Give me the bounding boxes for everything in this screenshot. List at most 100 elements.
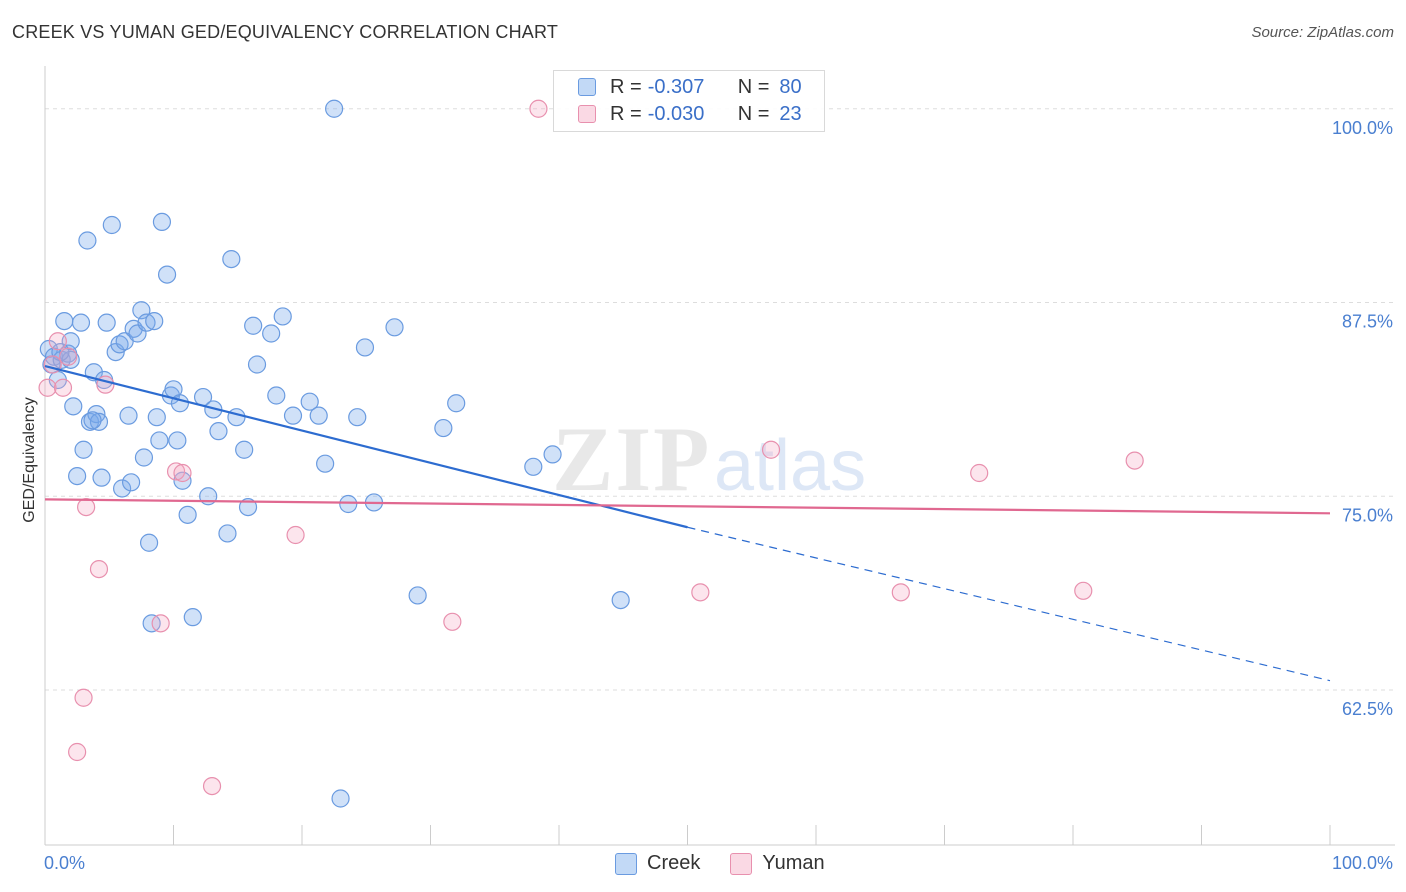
r-label: R =	[610, 75, 642, 98]
creek-point	[89, 412, 109, 431]
n-label: N =	[737, 102, 770, 125]
creek-point	[147, 408, 166, 427]
creek-point	[145, 312, 164, 331]
creek-swatch	[578, 78, 596, 96]
creek-point	[178, 505, 197, 524]
watermark-zip: ZIP	[552, 408, 711, 510]
chart-title: CREEK VS YUMAN GED/EQUIVALENCY CORRELATI…	[12, 22, 559, 42]
yuman-point	[202, 776, 222, 796]
axis-layer	[44, 66, 1395, 846]
y-tick-label: 75.0%	[1342, 505, 1393, 525]
creek-point	[102, 215, 121, 235]
source-label: Source: ZipAtlas.com	[1251, 24, 1394, 41]
creek-point	[238, 498, 258, 517]
creek-point	[209, 422, 228, 441]
creek-point	[339, 494, 358, 514]
creek-point	[71, 313, 91, 332]
yuman-trend-line	[44, 498, 1331, 515]
creek-point	[150, 431, 169, 450]
stats-legend: R = -0.307 N = 80 R = -0.030 N = 23	[553, 70, 825, 132]
creek-point	[247, 355, 267, 374]
yuman-point	[761, 440, 781, 459]
n-value: 23	[779, 102, 802, 125]
creek-point	[325, 99, 344, 118]
creek-point	[355, 338, 375, 357]
creek-trend-line	[44, 364, 688, 529]
n-label: N =	[737, 75, 770, 98]
creek-point	[157, 265, 177, 284]
creek-point	[64, 397, 83, 416]
x-tick-label: 100.0%	[1332, 853, 1393, 873]
yuman-point	[286, 525, 305, 545]
creek-point	[524, 457, 543, 476]
n-value: 80	[779, 75, 802, 98]
tick-labels: 62.5% 75.0% 87.5% 100.0% 0.0% 100.0%	[44, 118, 1393, 873]
creek-point	[408, 586, 427, 605]
creek-point	[68, 467, 87, 486]
yuman-point	[166, 462, 186, 481]
yuman-point	[151, 614, 170, 633]
yuman-point	[53, 378, 73, 397]
creek-point	[227, 408, 246, 427]
creek-point	[273, 307, 292, 326]
yuman-point	[48, 332, 67, 351]
yuman-point	[89, 559, 109, 579]
yuman-point	[38, 378, 57, 397]
legend-row-creek: R = -0.307 N = 80	[578, 75, 802, 99]
grid-layer	[45, 108, 1395, 691]
y-tick-label: 87.5%	[1342, 312, 1393, 332]
creek-point	[235, 440, 254, 459]
creek-point	[300, 392, 319, 411]
creek-point	[121, 473, 141, 492]
series-legend: Creek Yuman	[615, 852, 855, 875]
yuman-point	[1074, 581, 1093, 600]
creek-point	[434, 418, 453, 438]
creek-point	[222, 250, 241, 269]
creek-point	[168, 431, 187, 450]
legend-row-yuman: R = -0.030 N = 23	[578, 102, 802, 126]
yuman-point	[443, 612, 462, 631]
y-tick-label: 100.0%	[1332, 118, 1393, 138]
creek-point	[244, 316, 263, 335]
yuman-swatch	[578, 105, 596, 123]
creek-point	[331, 789, 350, 808]
creek-point	[55, 312, 74, 331]
yuman-point	[1125, 451, 1144, 470]
yuman-point	[891, 583, 910, 602]
creek-point	[183, 608, 202, 627]
legend-item-yuman[interactable]: Yuman	[730, 852, 825, 875]
r-value: -0.307	[647, 75, 705, 98]
creek-point	[112, 479, 132, 498]
y-tick-label: 62.5%	[1342, 699, 1393, 719]
yuman-point	[529, 99, 548, 118]
yuman-point	[74, 688, 93, 707]
legend-item-creek[interactable]: Creek	[615, 852, 700, 875]
r-label: R =	[610, 102, 642, 125]
creek-point	[134, 448, 154, 467]
creek-point	[74, 440, 93, 459]
creek-point	[78, 231, 97, 250]
creek-point	[543, 445, 562, 464]
creek-point	[262, 324, 281, 343]
yuman-point	[173, 463, 192, 483]
creek-point	[92, 468, 111, 487]
creek-point	[152, 212, 172, 231]
creek-point	[218, 524, 237, 543]
creek-point	[309, 406, 328, 425]
creek-point	[173, 471, 192, 490]
creek-point	[139, 533, 159, 552]
creek-point	[611, 590, 630, 610]
watermark-atlas: atlas	[714, 426, 866, 506]
trend-layer	[44, 364, 1331, 682]
yuman-point	[970, 463, 989, 483]
yuman-point	[68, 742, 87, 762]
creek-point	[83, 411, 102, 430]
yuman-legend-swatch	[730, 852, 753, 875]
creek-point	[119, 406, 138, 425]
creek-point	[110, 335, 129, 354]
creek-legend-label: Creek	[647, 852, 701, 874]
yuman-point	[691, 583, 710, 602]
creek-point	[283, 406, 303, 425]
creek-point	[137, 313, 156, 332]
